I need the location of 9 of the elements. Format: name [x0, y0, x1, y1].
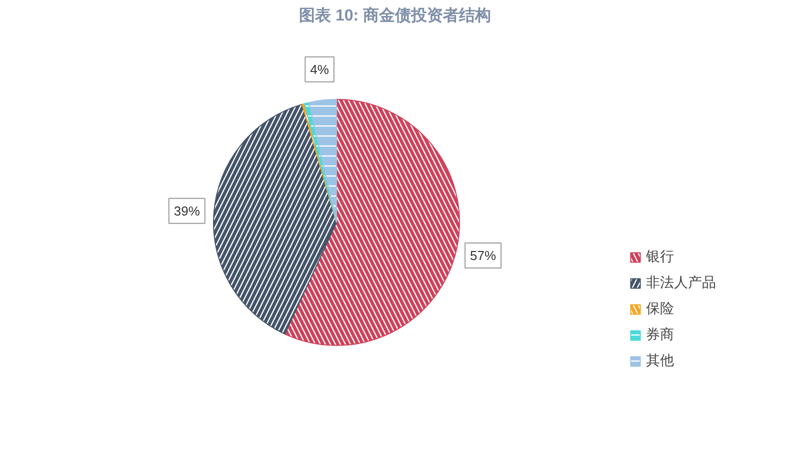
legend-label: 其他 — [646, 352, 674, 370]
legend-label: 银行 — [646, 248, 674, 266]
legend-label: 保险 — [646, 300, 674, 318]
legend-label: 券商 — [646, 326, 674, 344]
data-label: 4% — [310, 62, 330, 77]
chart-title: 图表 10: 商金债投资者结构 — [298, 6, 492, 24]
data-label: 57% — [470, 248, 496, 264]
data-label: 39% — [174, 203, 200, 218]
legend-label: 非法人产品 — [646, 274, 716, 292]
